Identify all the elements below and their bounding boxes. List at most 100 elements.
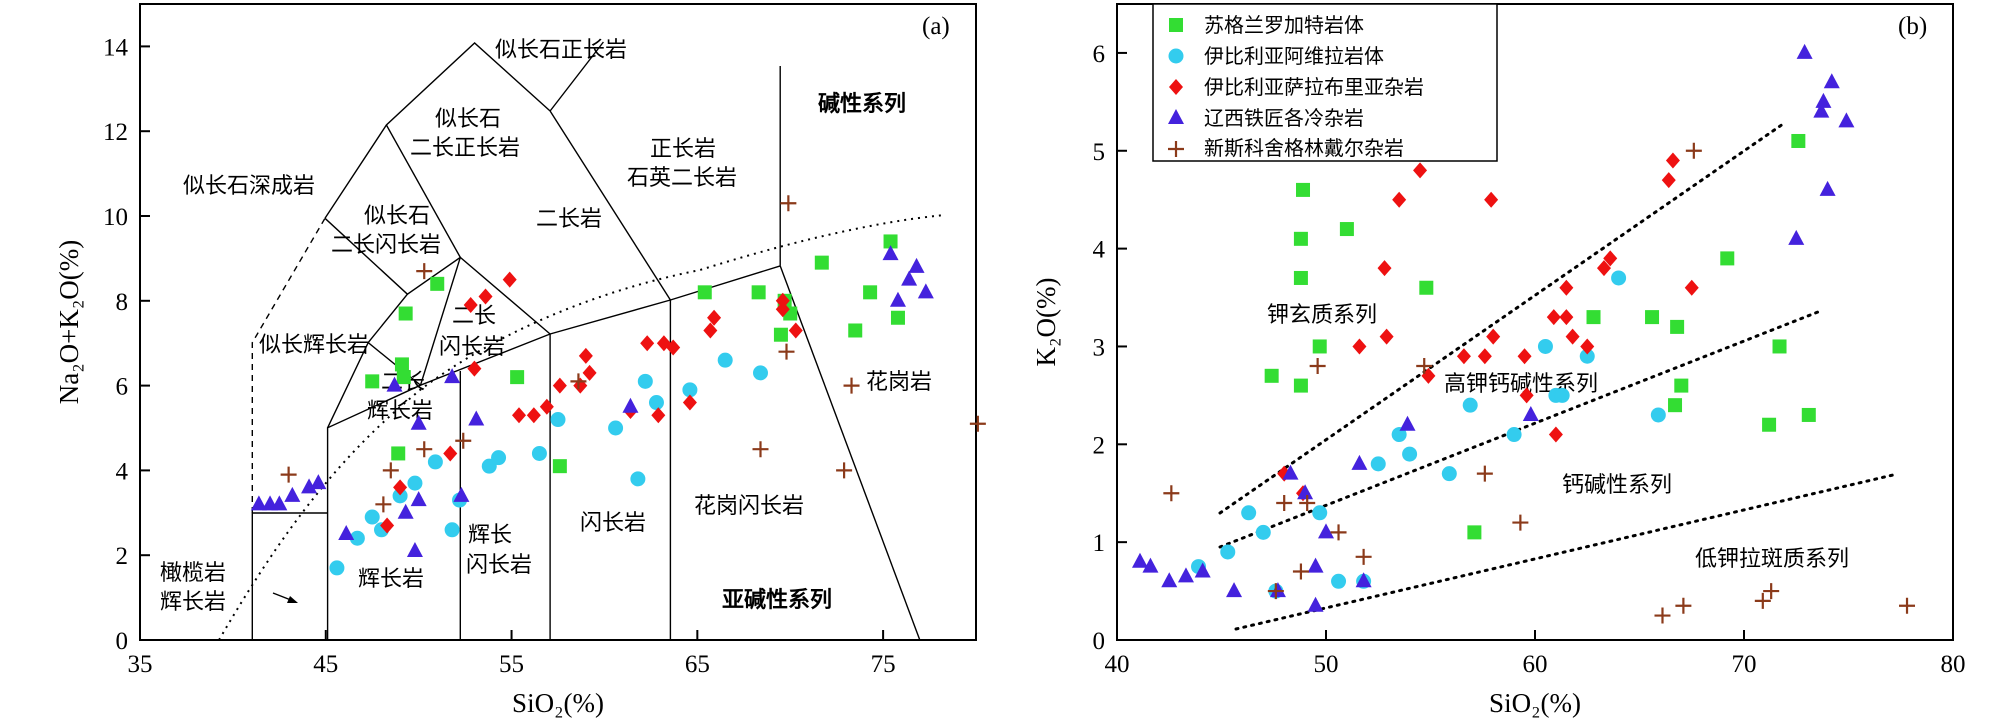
panel-b-point-sarabria-10 xyxy=(1484,191,1499,208)
legend-markers xyxy=(1168,18,1184,157)
divider-highk-calcalkaline xyxy=(1218,308,1825,549)
field-label-olivine-gabbro-1: 橄榄岩 xyxy=(160,561,226,586)
panel-b-point-liaoxi-9 xyxy=(1307,557,1324,573)
divider-shoshonitic-highk xyxy=(1218,122,1785,515)
boundary-monzodiorite-left xyxy=(367,293,408,344)
field-label-diorite: 闪长岩 xyxy=(580,511,646,536)
panel-a-point-nova-scotia-11 xyxy=(843,377,860,394)
panel-a-point-liaoxi-2 xyxy=(271,495,288,511)
panel-a-point-nova-scotia-1 xyxy=(375,496,392,513)
panel-b-point-liaoxi-8 xyxy=(1297,484,1314,500)
panel-b-point-sarabria-4 xyxy=(1379,328,1394,345)
panel-a-point-scotland-5 xyxy=(430,276,445,291)
panel-b-y-tick-label-3: 3 xyxy=(1093,334,1106,361)
panel-a-point-liaoxi-18 xyxy=(901,270,918,286)
panel-a-point-nova-scotia-3 xyxy=(416,263,433,280)
panel-b-point-sarabria-2 xyxy=(1352,338,1367,355)
panel-a-point-sarabria-6 xyxy=(502,271,517,288)
panel-b-point-liaoxi-16 xyxy=(1788,229,1805,245)
panel-a-point-liaoxi-6 xyxy=(338,525,355,540)
panel-b-point-liaoxi-5 xyxy=(1226,582,1243,598)
field-label-granodiorite: 花岗闪长岩 xyxy=(694,494,804,519)
panel-b-point-avila-19 xyxy=(1650,407,1666,423)
panel-a-point-nova-scotia-0 xyxy=(280,466,297,483)
panel-b-point-nova-scotia-9 xyxy=(1476,465,1493,482)
panel-a-point-sarabria-7 xyxy=(511,407,526,424)
panel-b-point-nova-scotia-0 xyxy=(1163,485,1180,502)
panel-b-point-nova-scotia-11 xyxy=(1654,607,1671,624)
panel-b-series-dividers xyxy=(1218,122,1895,631)
panel-b-point-avila-8 xyxy=(1370,456,1386,472)
panel-a-x-tick-label-2: 55 xyxy=(499,651,524,678)
panel-b-point-avila-2 xyxy=(1241,505,1257,521)
field-label-alkaline-series: 碱性系列 xyxy=(818,91,906,117)
panel-b-point-scotland-12 xyxy=(1674,378,1689,393)
legend-box xyxy=(1152,3,1498,162)
panel-b-point-scotland-11 xyxy=(1670,319,1685,334)
boundary-monzonite-upper xyxy=(324,217,551,335)
panel-b-point-liaoxi-13 xyxy=(1355,572,1372,588)
panel-b-y-tick-label-5: 5 xyxy=(1093,139,1106,166)
panel-a-point-nova-scotia-4 xyxy=(416,441,433,458)
panel-a-point-avila-5 xyxy=(407,475,423,491)
panel-b-point-nova-scotia-2 xyxy=(1276,495,1293,512)
panel-b-y-tick-label-2: 2 xyxy=(1093,432,1106,459)
panel-a-point-avila-16 xyxy=(648,395,664,411)
panel-a-point-sarabria-13 xyxy=(582,364,597,381)
panel-a-point-sarabria-15 xyxy=(640,335,655,352)
panel-a-point-scotland-16 xyxy=(883,234,898,249)
panel-a-y-tick-label-5: 10 xyxy=(103,204,128,231)
panel-a-point-nova-scotia-5 xyxy=(455,432,472,449)
field-label-monzodiorite-2: 闪长岩 xyxy=(439,335,505,360)
panel-b-x-tick-label-0: 40 xyxy=(1105,651,1130,678)
panel-a-point-sarabria-4 xyxy=(463,297,478,314)
field-label-foid-gabbro: 似长辉长岩 xyxy=(259,333,369,358)
panel-b-point-liaoxi-1 xyxy=(1142,557,1159,573)
legend-marker-avila xyxy=(1168,48,1184,64)
legend-label-liaoxi: 辽西铁匠各冷杂岩 xyxy=(1204,106,1364,130)
panel-b-point-scotland-14 xyxy=(1720,251,1735,266)
field-label-monzonite: 二长岩 xyxy=(536,207,602,232)
panel-a-point-sarabria-9 xyxy=(539,398,554,415)
panel-a-point-sarabria-21 xyxy=(707,309,722,326)
panel-b-point-liaoxi-2 xyxy=(1161,572,1178,588)
panel-a-point-nova-scotia-6 xyxy=(570,373,587,390)
panel-b-point-avila-9 xyxy=(1391,427,1407,443)
panel-a-point-liaoxi-3 xyxy=(284,486,301,502)
panel-a-field-boundaries xyxy=(218,41,946,641)
panel-a-point-sarabria-20 xyxy=(703,322,718,339)
panel-b-point-liaoxi-22 xyxy=(1838,112,1855,128)
panel-b-point-scotland-9 xyxy=(1586,310,1601,325)
panel-b-x-axis-title: SiO₂(%) xyxy=(1489,688,1581,718)
alkaline-subalkaline-divider xyxy=(218,214,946,641)
panel-b-point-avila-6 xyxy=(1331,573,1347,589)
panel-a-point-sarabria-23 xyxy=(775,301,790,318)
panel-b-field-labels: 钾玄质系列 高钾钙碱性系列 钙碱性系列 低钾拉斑质系列 (b) xyxy=(1267,13,1927,572)
field-label-calcalkaline-series: 钙碱性系列 xyxy=(1562,473,1672,498)
panel-a-axes: 35 45 55 65 75 0 2 4 6 8 10 12 14 SiO₂(%) Na₂O+K₂O(%) xyxy=(54,34,896,718)
panel-a-point-liaoxi-12 xyxy=(444,368,461,384)
panel-a-tas-diagram: 似长石正长岩 似长石 二长正长岩 似长石深成岩 似长石 二长闪长岩 正长岩 石英… xyxy=(54,3,986,718)
panel-a-x-tick-label-3: 65 xyxy=(685,651,710,678)
panel-b-point-sarabria-18 xyxy=(1565,328,1580,345)
boundary-foid-syenite-top xyxy=(549,41,604,112)
panel-a-point-liaoxi-4 xyxy=(301,478,318,494)
panel-b-point-avila-12 xyxy=(1462,397,1478,413)
field-label-foidolite: 似长石深成岩 xyxy=(183,174,315,199)
panel-b-point-scotland-10 xyxy=(1645,310,1660,325)
panel-b-point-nova-scotia-13 xyxy=(1685,142,1702,159)
field-label-low-k-tholeiitic-series: 低钾拉斑质系列 xyxy=(1695,547,1849,572)
panel-a-point-nova-scotia-8 xyxy=(780,195,797,212)
panel-a-point-liaoxi-17 xyxy=(889,291,906,307)
panel-b-y-tick-label-4: 4 xyxy=(1093,237,1106,264)
panel-b-point-sarabria-23 xyxy=(1665,152,1680,169)
panel-b-point-liaoxi-19 xyxy=(1815,92,1832,108)
panel-a-point-liaoxi-16 xyxy=(882,245,899,261)
panel-b-point-avila-1 xyxy=(1220,544,1236,560)
panel-b-point-liaoxi-4 xyxy=(1194,562,1211,578)
field-label-foid-monzodiorite-1: 似长石 xyxy=(364,204,430,229)
panel-a-x-axis-title: SiO₂(%) xyxy=(512,688,604,718)
boundary-ultrabasic xyxy=(251,512,328,640)
panel-a-point-liaoxi-19 xyxy=(908,257,925,273)
panel-a-point-sarabria-3 xyxy=(467,360,482,377)
